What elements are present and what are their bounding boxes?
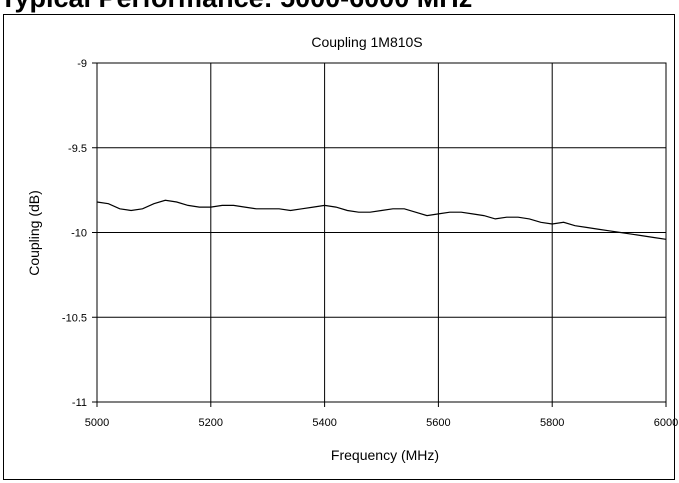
y-tick-label: -11 xyxy=(72,397,87,409)
y-tick-label: -10 xyxy=(71,228,87,240)
page-heading: Typical Performance: 5000-6000 MHz xyxy=(0,0,472,14)
y-axis-ticks: -9 -9.5 -10 -10.5 -11 xyxy=(62,58,97,409)
y-tick-label: -9.5 xyxy=(68,143,87,155)
x-tick-label: 5800 xyxy=(540,417,564,429)
x-tick-label: 5600 xyxy=(426,417,450,429)
chart-frame xyxy=(3,14,675,480)
x-tick-label: 6000 xyxy=(654,417,678,429)
grid-lines xyxy=(96,62,667,403)
x-tick-label: 5000 xyxy=(85,417,109,429)
x-tick-label: 5400 xyxy=(312,417,336,429)
x-tick-label: 5200 xyxy=(199,417,223,429)
y-tick-label: -9 xyxy=(77,58,87,70)
y-tick-label: -10.5 xyxy=(62,312,87,324)
y-axis-label: Coupling (dB) xyxy=(26,190,42,276)
chart-title: Coupling 1M810S xyxy=(311,34,422,50)
coupling-series-line xyxy=(96,199,667,240)
x-axis-label: Frequency (MHz) xyxy=(331,447,439,463)
x-axis-ticks: 5000 5200 5400 5600 5800 6000 xyxy=(85,402,678,429)
